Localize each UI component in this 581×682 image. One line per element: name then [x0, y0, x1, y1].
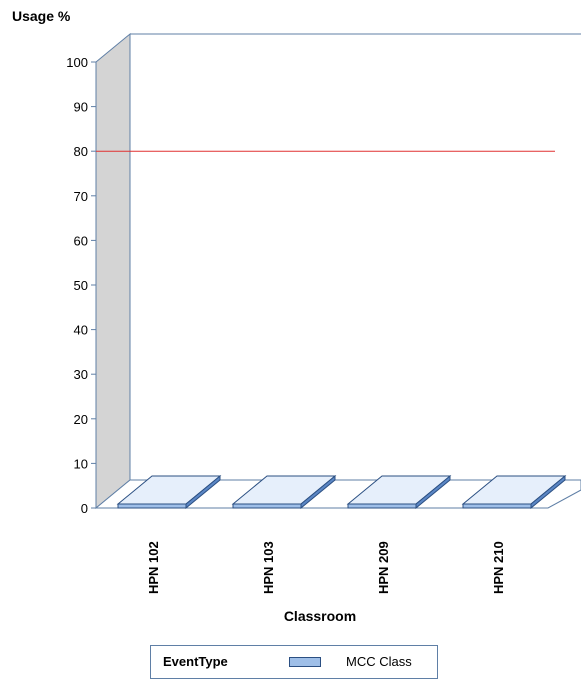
- y-tick-label: 80: [74, 144, 88, 159]
- bar: [117, 503, 187, 509]
- y-axis-label: Usage %: [12, 8, 71, 24]
- y-tick-label: 10: [74, 456, 88, 471]
- x-tick-label: HPN 102: [146, 541, 161, 594]
- y-tick-label: 60: [74, 233, 88, 248]
- y-tick-label: 50: [74, 278, 88, 293]
- y-tick-label: 90: [74, 100, 88, 115]
- legend-swatch: [289, 657, 321, 667]
- legend-title: EventType: [163, 654, 228, 669]
- x-tick-label: HPN 210: [491, 541, 506, 594]
- chart-plot-area: 0 10 20 30 40 50 60 70 80 90 100 HPN 102 HPN 103 HPN …: [66, 32, 581, 594]
- y-tick-label: 70: [74, 189, 88, 204]
- legend: EventType MCC Class: [150, 645, 438, 679]
- y-tick-label: 100: [66, 55, 88, 70]
- x-tick-label: HPN 103: [261, 541, 276, 594]
- bar: [462, 503, 532, 509]
- side-wall: [95, 32, 131, 510]
- y-tick-label: 40: [74, 323, 88, 338]
- x-tick-label: HPN 209: [376, 541, 391, 594]
- bar: [232, 503, 302, 509]
- x-axis-label: Classroom: [283, 608, 357, 624]
- bar: [347, 503, 417, 509]
- y-tick-label: 20: [74, 412, 88, 427]
- y-tick-label: 0: [81, 501, 88, 516]
- legend-entry: MCC Class: [346, 654, 412, 669]
- y-tick-label: 30: [74, 367, 88, 382]
